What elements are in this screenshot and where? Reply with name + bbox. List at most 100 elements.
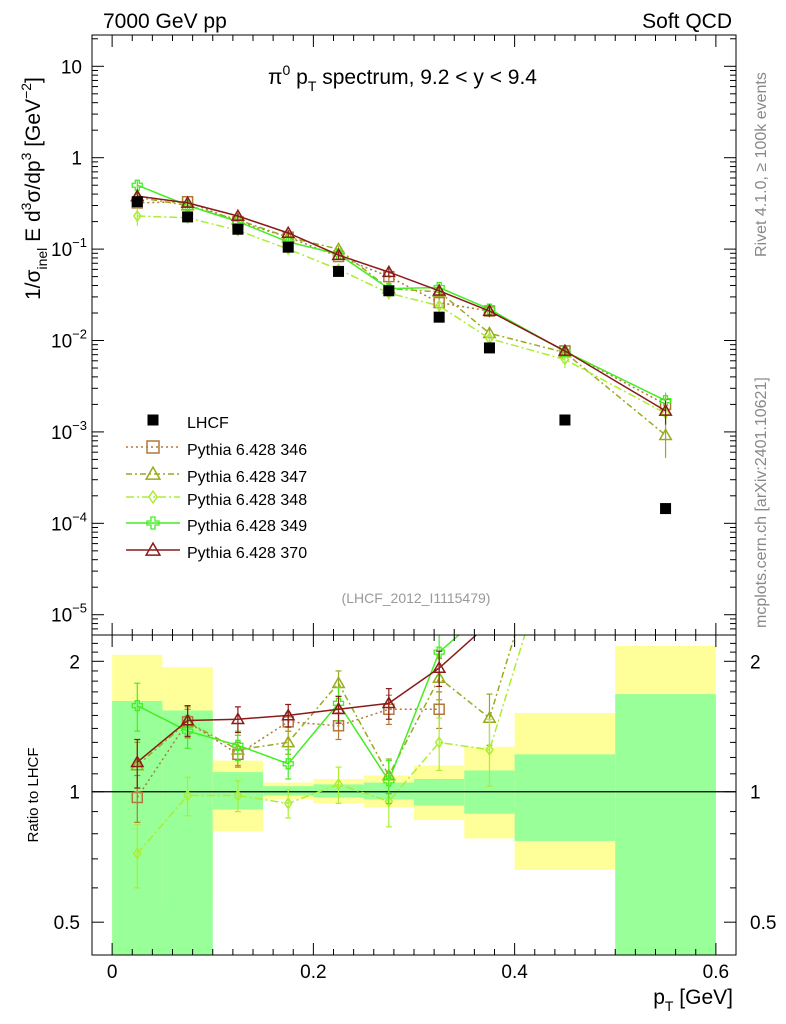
ratio-point-346 bbox=[433, 703, 445, 716]
main-point-348 bbox=[132, 209, 142, 223]
data-point-lhcf bbox=[333, 265, 345, 277]
ratio-point-370 bbox=[331, 702, 346, 715]
ratio-ytick-label-right: 1 bbox=[750, 783, 761, 804]
ratio-series-370 bbox=[130, 635, 478, 789]
main-title: π0 pT spectrum, 9.2 < y < 9.4 bbox=[268, 62, 537, 94]
ratio-point-370 bbox=[432, 660, 447, 674]
ratio-series-layer bbox=[130, 635, 526, 889]
ratio-point-348 bbox=[283, 797, 293, 810]
legend-entry-lhcf: LHCF bbox=[147, 414, 229, 432]
ratio-point-370 bbox=[381, 696, 396, 709]
header-right: Soft QCD bbox=[642, 10, 732, 33]
legend-marker-shape-370 bbox=[144, 541, 162, 556]
ratio-point-348 bbox=[132, 847, 142, 860]
data-point-lhcf bbox=[131, 196, 143, 208]
ratio-point-370 bbox=[130, 754, 145, 768]
main-point-347 bbox=[658, 427, 673, 441]
data-point-lhcf bbox=[282, 241, 294, 253]
legend-marker-349 bbox=[126, 516, 180, 530]
ratio-point-347 bbox=[281, 735, 296, 748]
legend-entry-370: Pythia 6.428 370 bbox=[126, 541, 307, 562]
main-series-layer bbox=[130, 179, 673, 515]
main-point-370 bbox=[658, 403, 673, 416]
main-line-348 bbox=[137, 215, 666, 414]
data-point-lhcf bbox=[483, 342, 495, 354]
ratio-xlabel: pT [GeV] bbox=[653, 986, 733, 1014]
ratio-point-349 bbox=[282, 758, 294, 770]
data-point-lhcf bbox=[232, 223, 244, 235]
ratio-xtick-label: 0 bbox=[107, 962, 118, 983]
legend-label-347: Pythia 6.428 347 bbox=[187, 469, 307, 486]
main-point-370 bbox=[381, 264, 396, 278]
data-point-lhcf bbox=[559, 414, 571, 426]
main-line-349 bbox=[137, 184, 666, 402]
ratio-point-348 bbox=[485, 743, 494, 757]
ratio-ytick-label: 0.5 bbox=[54, 913, 80, 934]
analysis-watermark: (LHCF_2012_I1115479) bbox=[342, 590, 491, 606]
ratio-xtick-label: 0.4 bbox=[501, 962, 528, 983]
data-point-lhcf bbox=[433, 311, 445, 323]
main-ytick-label: 10 bbox=[61, 57, 82, 78]
ratio-point-349 bbox=[232, 739, 244, 751]
legend-label-349: Pythia 6.428 349 bbox=[187, 518, 307, 535]
ratio-point-348 bbox=[434, 736, 444, 749]
legend-marker-shape-348 bbox=[147, 489, 159, 505]
ratio-point-348 bbox=[384, 795, 394, 808]
main-point-349 bbox=[659, 394, 672, 407]
ratio-point-349 bbox=[383, 775, 395, 787]
ratio-ytick-label: 1 bbox=[69, 783, 80, 804]
main-series-346 bbox=[131, 195, 672, 416]
legend-entry-346: Pythia 6.428 346 bbox=[126, 440, 307, 459]
ratio-band-inner bbox=[615, 694, 716, 955]
main-ytick-label: 10−1 bbox=[51, 235, 87, 261]
ratio-plot: 0 0.2 0.4 0.6 0.5 0.5 1 1 2 2 Ratio to LHCF pT [G… bbox=[25, 634, 776, 1014]
data-point-lhcf bbox=[660, 503, 672, 515]
ratio-line-370 bbox=[136, 635, 478, 763]
main-axes: 10 1 10−1 10−2 10−3 10−4 10−5 bbox=[51, 34, 737, 636]
ratio-ylabel: Ratio to LHCF bbox=[25, 747, 42, 842]
ratio-point-349 bbox=[131, 700, 143, 712]
ratio-point-349 bbox=[181, 725, 194, 737]
main-ytick-label: 10−3 bbox=[51, 418, 87, 444]
data-point-lhcf bbox=[182, 211, 194, 223]
main-point-349 bbox=[232, 215, 244, 228]
ratio-point-370 bbox=[180, 713, 195, 726]
legend-marker-346 bbox=[126, 440, 180, 454]
legend-marker-370 bbox=[126, 541, 180, 556]
ratio-band-inner bbox=[514, 754, 616, 841]
ratio-band-inner bbox=[162, 710, 213, 955]
main-point-370 bbox=[557, 343, 572, 356]
legend-entry-348: Pythia 6.428 348 bbox=[126, 489, 307, 509]
main-point-348 bbox=[434, 299, 444, 313]
data-point-lhcf bbox=[383, 285, 395, 297]
main-ytick-label: 1 bbox=[71, 149, 82, 170]
main-point-370 bbox=[432, 283, 447, 296]
legend-marker-shape-349 bbox=[146, 516, 160, 530]
main-series-370 bbox=[130, 188, 673, 425]
ratio-point-348 bbox=[183, 789, 193, 802]
ratio-xtick-label: 0.6 bbox=[703, 962, 729, 983]
main-point-348 bbox=[560, 353, 570, 366]
main-point-349 bbox=[131, 179, 143, 191]
legend-label-370: Pythia 6.428 370 bbox=[187, 545, 307, 562]
legend-marker-348 bbox=[126, 489, 180, 505]
ratio-axes: 0 0.2 0.4 0.6 0.5 0.5 1 1 2 2 bbox=[54, 634, 776, 983]
main-point-349 bbox=[483, 303, 496, 315]
main-point-370 bbox=[180, 195, 195, 208]
ratio-bands-layer bbox=[92, 645, 736, 955]
main-ytick-label: 10−5 bbox=[51, 601, 87, 627]
main-line-370 bbox=[137, 195, 666, 412]
ratio-xtick-label: 0.2 bbox=[300, 962, 326, 983]
legend-label-lhcf: LHCF bbox=[187, 415, 229, 432]
main-point-370 bbox=[331, 247, 346, 261]
ratio-point-349 bbox=[433, 646, 445, 658]
ratio-point-348 bbox=[233, 789, 243, 802]
main-point-370 bbox=[230, 208, 245, 222]
legend-square-lhcf bbox=[147, 414, 159, 426]
legend-entry-349: Pythia 6.428 349 bbox=[126, 516, 307, 535]
legend-label-348: Pythia 6.428 348 bbox=[187, 492, 307, 509]
side-label-top: Rivet 4.1.0, ≥ 100k events bbox=[753, 72, 770, 257]
main-line-347 bbox=[137, 196, 667, 436]
ratio-point-370 bbox=[281, 708, 296, 721]
